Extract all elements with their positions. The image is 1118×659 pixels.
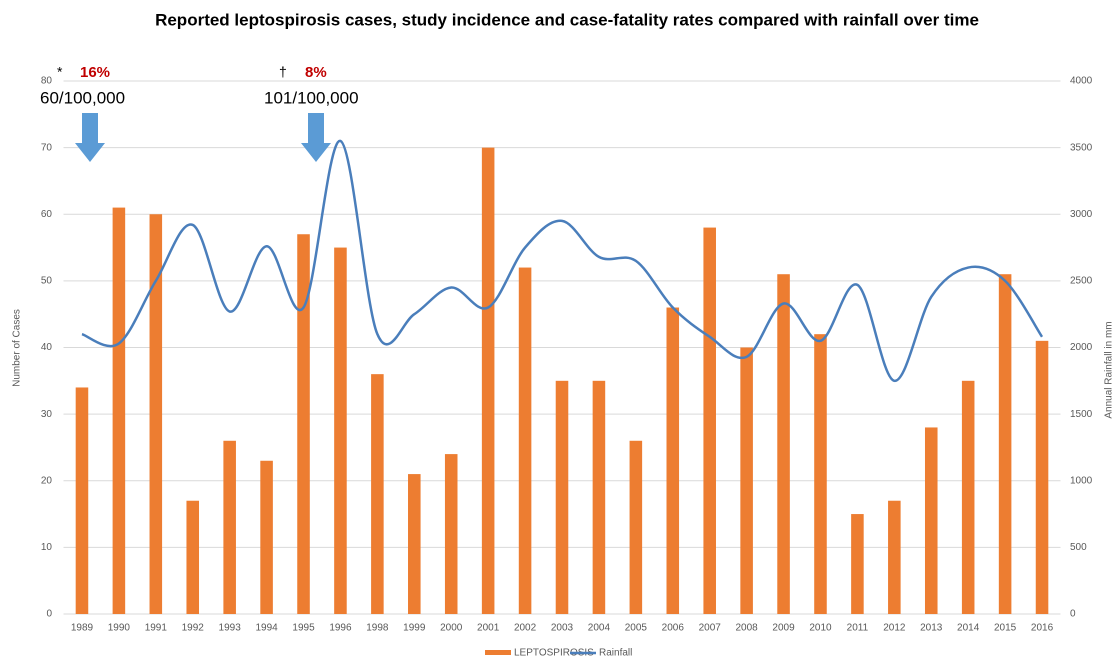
- bar: [186, 500, 200, 614]
- bar: [297, 234, 310, 615]
- x-tick-label: 2010: [809, 623, 832, 634]
- bar: [334, 247, 347, 614]
- bar: [444, 454, 458, 614]
- x-tick-label: 2003: [551, 623, 574, 634]
- rainfall-line: [81, 139, 1044, 383]
- annotation-incidence: 101/100,000: [264, 88, 359, 107]
- x-tick-label: 2015: [994, 623, 1017, 634]
- y2-tick-label: 500: [1070, 542, 1087, 553]
- bar: [149, 214, 163, 614]
- x-tick-label: 2000: [440, 623, 463, 634]
- x-tick-label: 2016: [1031, 623, 1054, 634]
- y-tick-label: 60: [41, 209, 53, 220]
- y-tick-label: 50: [41, 276, 53, 287]
- annotation-arrow: [301, 113, 331, 162]
- annotation-rate: 16%: [80, 64, 110, 81]
- x-tick-label: 2001: [477, 623, 500, 634]
- x-tick-label: 1989: [71, 623, 94, 634]
- bar: [112, 207, 126, 614]
- bar: [629, 440, 643, 614]
- bar: [851, 514, 864, 614]
- bar: [371, 374, 384, 614]
- x-tick-label: 2011: [847, 623, 869, 634]
- x-tick-label: 2006: [662, 623, 685, 634]
- bar: [481, 147, 495, 614]
- y-tick-label: 40: [41, 342, 53, 353]
- bar: [666, 307, 680, 614]
- x-tick-label: 2009: [772, 623, 795, 634]
- y2-tick-label: 1000: [1070, 475, 1093, 486]
- legend-label: Rainfall: [599, 648, 632, 659]
- x-tick-label: 2004: [588, 623, 611, 634]
- y-tick-label: 20: [41, 475, 53, 486]
- y2-tick-label: 3000: [1070, 209, 1093, 220]
- annotation-rate: 8%: [305, 64, 327, 81]
- x-tick-label: 1993: [219, 623, 242, 634]
- y-tick-label: 30: [41, 409, 53, 420]
- x-tick-label: 1990: [108, 623, 131, 634]
- bar: [75, 387, 89, 614]
- y-tick-label: 80: [41, 76, 53, 87]
- x-tick-label: 1994: [255, 623, 278, 634]
- bar: [555, 380, 569, 614]
- y2-tick-label: 3500: [1070, 142, 1093, 153]
- y2-tick-label: 4000: [1070, 76, 1093, 87]
- legend-swatch: [485, 650, 511, 655]
- annotation-incidence: 60/100,000: [40, 88, 125, 107]
- x-tick-label: 1999: [403, 623, 426, 634]
- x-tick-label: 2008: [736, 623, 759, 634]
- x-tick-label: 1991: [145, 623, 168, 634]
- y-tick-label: 70: [41, 142, 53, 153]
- x-tick-label: 2007: [699, 623, 722, 634]
- bar: [260, 460, 273, 614]
- y2-tick-label: 1500: [1070, 409, 1093, 420]
- bar: [961, 380, 975, 614]
- x-tick-label: 2012: [883, 623, 906, 634]
- x-tick-label: 2014: [957, 623, 980, 634]
- y-axis-label: Number of Cases: [12, 309, 23, 387]
- bar: [740, 347, 753, 614]
- bar: [703, 227, 716, 614]
- x-tick-label: 2005: [625, 623, 648, 634]
- annotation-symbol: †: [279, 64, 287, 80]
- bar: [998, 274, 1012, 614]
- bar: [592, 380, 606, 614]
- bar: [1035, 340, 1049, 614]
- x-tick-label: 2002: [514, 623, 537, 634]
- y2-tick-label: 2000: [1070, 342, 1093, 353]
- annotation-arrow: [75, 113, 105, 162]
- bar: [814, 334, 827, 614]
- y-tick-label: 0: [46, 609, 52, 620]
- y2-tick-label: 0: [1070, 609, 1076, 620]
- bar: [888, 500, 901, 614]
- bar: [408, 474, 421, 614]
- y2-axis-label: Annual Rainfall in mm: [1104, 321, 1115, 418]
- bar: [924, 427, 938, 614]
- x-tick-label: 1996: [329, 623, 352, 634]
- bar: [223, 440, 236, 614]
- y2-tick-label: 2500: [1070, 276, 1093, 287]
- x-tick-label: 1998: [366, 623, 389, 634]
- x-tick-label: 2013: [920, 623, 943, 634]
- y-tick-label: 10: [41, 542, 53, 553]
- bar: [518, 267, 532, 614]
- bar: [777, 274, 790, 614]
- x-tick-label: 1992: [182, 623, 205, 634]
- annotation-symbol: *: [57, 64, 63, 80]
- legend-label: LEPTOSPIROSIS: [514, 648, 594, 659]
- chart-title: Reported leptospirosis cases, study inci…: [155, 10, 979, 29]
- x-tick-label: 1995: [292, 623, 315, 634]
